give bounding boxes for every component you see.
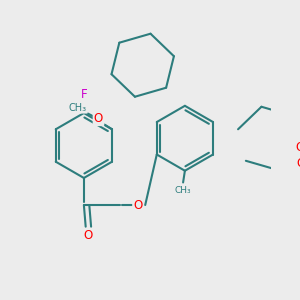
Text: O: O — [94, 112, 103, 125]
Text: CH₃: CH₃ — [175, 186, 191, 195]
Text: O: O — [296, 141, 300, 154]
Text: CH₃: CH₃ — [69, 103, 87, 112]
Text: O: O — [296, 157, 300, 170]
Text: O: O — [84, 229, 93, 242]
Text: F: F — [81, 88, 87, 101]
Text: O: O — [134, 199, 142, 212]
